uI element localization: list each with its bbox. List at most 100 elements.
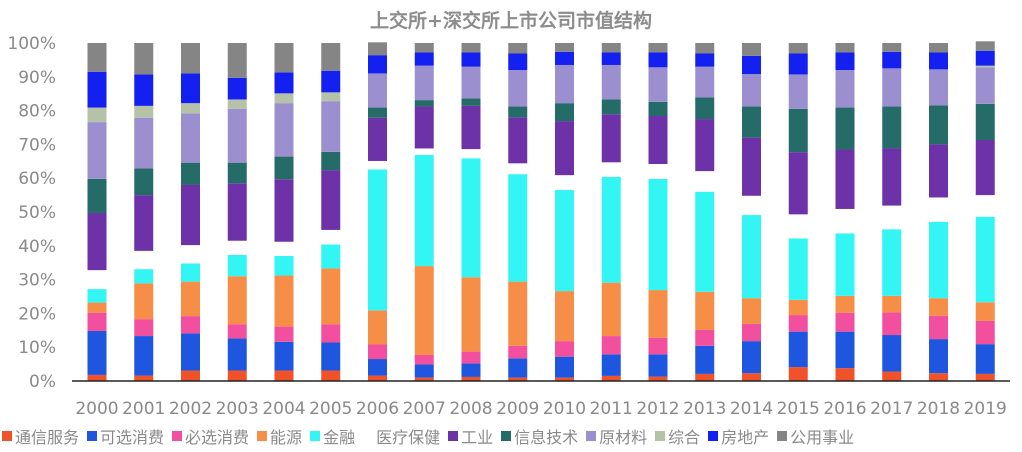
bar-segment-房地产-2000 [87, 71, 107, 108]
bar-segment-工业-2004 [274, 179, 294, 242]
bar-segment-房地产-2013 [695, 53, 715, 67]
x-tick-label: 2008 [449, 399, 492, 419]
bar-segment-能源-2010 [555, 291, 574, 342]
bar-segment-可选消费-2014 [742, 341, 761, 374]
bar-segment-能源-2015 [788, 299, 808, 316]
bar-segment-原材料-2006 [368, 73, 387, 108]
x-tick-label: 2009 [496, 399, 539, 419]
bar-segment-可选消费-2002 [181, 333, 200, 371]
y-tick-label: 60% [18, 169, 56, 189]
bar-segment-原材料-2001 [134, 117, 154, 169]
bar-segment-金融-2005 [321, 244, 341, 269]
legend-label: 公用事业 [790, 428, 855, 447]
bar-segment-医疗保健-2014 [742, 195, 761, 216]
legend-item: 金融 [310, 424, 355, 448]
bar-segment-工业-2017 [882, 148, 902, 206]
bar-segment-医疗保健-2007 [414, 148, 434, 155]
bar-segment-原材料-2015 [788, 74, 808, 109]
bar-segment-房地产-2005 [321, 70, 341, 93]
legend-swatch [87, 431, 98, 441]
legend-swatch [310, 431, 321, 441]
bar-segment-医疗保健-2000 [87, 270, 107, 290]
x-tick-label: 2014 [730, 399, 773, 419]
legend: 通信服务 可选消费 必选消费 能源 金融 医疗保健 工业 信息技术 原材料 综合 房地产 公用事业 [2, 424, 1022, 448]
bar-segment-原材料-2003 [227, 108, 247, 163]
bar-segment-综合-2002 [181, 103, 200, 114]
bar-segment-通信服务-2002 [181, 370, 200, 381]
bar-segment-工业-2003 [227, 183, 247, 241]
legend-label: 医疗保健 [376, 428, 441, 447]
bar-segment-综合-2000 [87, 107, 107, 123]
bar-segment-通信服务-2018 [929, 373, 948, 381]
bar-segment-必选消费-2008 [461, 351, 481, 364]
bar-segment-必选消费-2004 [274, 326, 294, 342]
bar-segment-通信服务-2007 [414, 377, 434, 381]
bar-segment-房地产-2019 [975, 50, 995, 66]
bar-segment-信息技术-2009 [508, 106, 528, 118]
bar-segment-必选消费-2014 [742, 323, 761, 342]
bar-segment-能源-2005 [321, 268, 341, 325]
bar-segment-信息技术-2008 [461, 98, 481, 106]
bar-segment-工业-2013 [695, 119, 715, 172]
bar-segment-原材料-2010 [555, 64, 574, 104]
bar-segment-信息技术-2018 [929, 105, 948, 145]
bar-segment-原材料-2017 [882, 68, 902, 107]
y-tick-label: 80% [18, 102, 56, 122]
bar-segment-原材料-2004 [274, 103, 294, 157]
legend-swatch [777, 431, 788, 441]
legend-item: 可选消费 [87, 424, 164, 448]
bar-segment-医疗保健-2019 [975, 195, 995, 217]
bar-segment-金融-2003 [227, 254, 247, 277]
bar-segment-医疗保健-2003 [227, 240, 247, 255]
bar-segment-工业-2010 [555, 121, 574, 176]
bar-segment-房地产-2009 [508, 53, 528, 71]
legend-swatch [708, 431, 719, 441]
bar-segment-信息技术-2005 [321, 151, 341, 171]
bar-segment-金融-2010 [555, 190, 574, 292]
bar-segment-可选消费-2001 [134, 336, 154, 376]
bar-segment-公用事业-2014 [742, 43, 761, 56]
bar-segment-医疗保健-2010 [555, 175, 574, 191]
bar-segment-信息技术-2006 [368, 107, 387, 118]
x-tick-label: 2013 [683, 399, 726, 419]
y-tick-label: 90% [18, 68, 56, 88]
bar-segment-医疗保健-2015 [788, 214, 808, 239]
bar-segment-能源-2016 [835, 295, 855, 313]
legend-item: 医疗保健 [363, 424, 440, 448]
bar-segment-原材料-2009 [508, 70, 528, 107]
bar-segment-医疗保健-2016 [835, 208, 855, 234]
bar-segment-工业-2001 [134, 195, 154, 251]
bar-segment-综合-2001 [134, 105, 154, 118]
bar-segment-必选消费-2015 [788, 315, 808, 332]
y-tick-label: 30% [18, 271, 56, 291]
bar-segment-能源-2001 [134, 283, 154, 320]
bar-segment-能源-2013 [695, 291, 715, 330]
bar-segment-可选消费-2012 [648, 354, 668, 377]
bar-segment-金融-2013 [695, 191, 715, 292]
bar-segment-医疗保健-2018 [929, 197, 948, 222]
bar-segment-原材料-2008 [461, 66, 481, 99]
bar-segment-必选消费-2002 [181, 316, 200, 334]
bar-segment-必选消费-2005 [321, 324, 341, 343]
bar-segment-必选消费-2007 [414, 354, 434, 365]
bar-segment-公用事业-2016 [835, 43, 855, 53]
bar-segment-必选消费-2012 [648, 337, 668, 355]
bar-segment-原材料-2018 [929, 69, 948, 106]
legend-item: 房地产 [708, 424, 769, 448]
bar-segment-房地产-2003 [227, 77, 247, 100]
bar-segment-通信服务-2019 [975, 373, 995, 381]
bar-segment-房地产-2012 [648, 52, 668, 68]
bar-segment-工业-2019 [975, 140, 995, 196]
x-tick-label: 2005 [309, 399, 352, 419]
bar-segment-医疗保健-2001 [134, 250, 154, 270]
bar-segment-房地产-2008 [461, 52, 481, 67]
bar-segment-公用事业-2010 [555, 43, 574, 52]
bar-segment-通信服务-2001 [134, 375, 154, 381]
bar-segment-能源-2014 [742, 298, 761, 324]
bar-segment-通信服务-2011 [601, 375, 621, 381]
bar-segment-必选消费-2001 [134, 319, 154, 337]
bar-segment-可选消费-2000 [87, 330, 107, 375]
bar-segment-信息技术-2019 [975, 103, 995, 141]
legend-label: 房地产 [721, 428, 770, 447]
bar-segment-原材料-2007 [414, 65, 434, 101]
